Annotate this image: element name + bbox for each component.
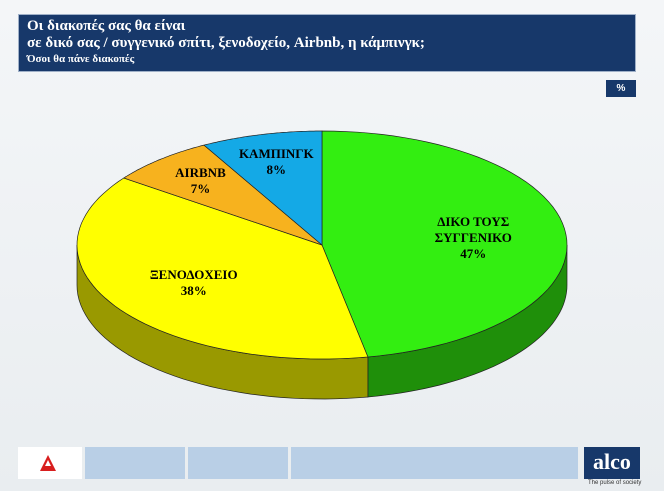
slice [76,177,369,360]
category-label: ΔΙΚΟ ΤΟΥΣ ΣΥΓΓΕΝΙΚΟ [434,214,512,246]
footer-bar [18,447,578,479]
brand: alco [584,447,640,479]
title-line: Οι διακοπές σας θα είναι [27,18,186,34]
slice [321,130,568,358]
slice-label: ΚΑΜΠΙΝΓΚ 8% [236,146,316,178]
logo-mark [40,455,56,471]
value-label: 47% [460,246,487,262]
footer-segment [85,447,185,479]
slice-label: ΞΕΝΟΔΟΧΕΙΟ 38% [139,267,249,299]
category-label: AIRBNB [175,164,226,180]
logo [40,455,56,471]
slice [122,144,323,246]
value-label: 7% [190,180,211,196]
footer-segment [291,447,578,479]
value-label: 8% [266,162,287,178]
value-label: 38% [180,282,207,298]
category-label: ΞΕΝΟΔΟΧΕΙΟ [149,266,238,282]
slice-label: AIRBNB 7% [160,165,240,197]
tagline: The pulse of society [588,480,642,486]
unit-badge: % [606,80,636,97]
header: Οι διακοπές σας θα είναι σε δικό σας / σ… [18,14,636,72]
footer-segment [188,447,288,479]
subtitle: Όσοι θα πάνε διακοπές [27,53,135,65]
slice-label: ΔΙΚΟ ΤΟΥΣ ΣΥΓΓΕΝΙΚΟ 47% [418,214,528,262]
slice [203,130,323,246]
logo-box [18,447,82,479]
title-line: σε δικό σας / συγγενικό σπίτι, ξενοδοχεί… [27,35,425,51]
category-label: ΚΑΜΠΙΝΓΚ [238,146,314,162]
